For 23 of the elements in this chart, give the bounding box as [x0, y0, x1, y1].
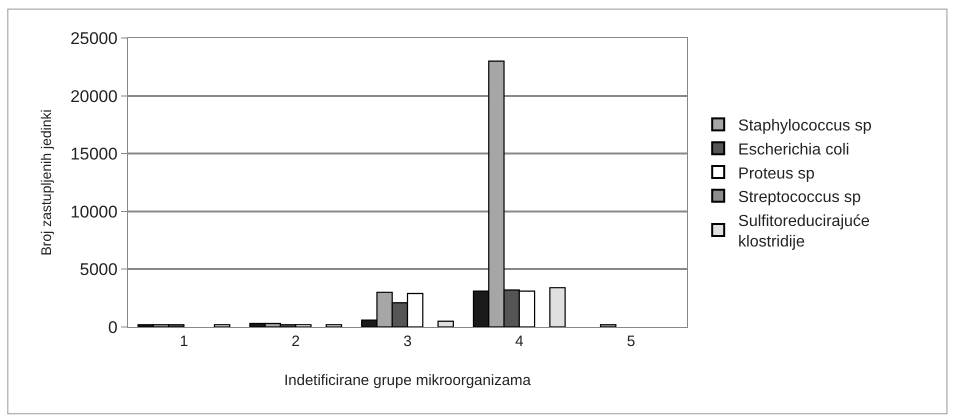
bar — [214, 324, 230, 327]
bar — [326, 324, 342, 327]
x-tick-label: 1 — [180, 333, 188, 350]
y-tick-label: 10000 — [70, 202, 118, 222]
x-tick-label: 4 — [515, 333, 524, 350]
y-axis-title: Broj zastupljenih jedinki — [38, 109, 54, 256]
bar — [549, 287, 566, 327]
legend-label: Staphylococcus sp — [738, 118, 872, 135]
x-tick-label: 5 — [626, 333, 636, 350]
legend-label: Sulfitoreducirajuće klostridije — [738, 212, 870, 251]
bar — [600, 324, 616, 327]
x-tick-label: 2 — [292, 333, 300, 350]
y-tick-label: 0 — [108, 318, 118, 337]
y-tick-label: 5000 — [80, 260, 118, 280]
x-axis-title: Indetificirane grupe mikroorganizama — [284, 372, 532, 389]
y-tick-label: 15000 — [70, 144, 118, 164]
bar — [437, 320, 454, 327]
legend-label: Streptococcus sp — [738, 189, 862, 206]
legend-label: Proteus sp — [738, 165, 815, 182]
y-tick-label: 20000 — [70, 86, 118, 106]
legend-label: Escherichia coli — [738, 141, 850, 158]
y-tick-label: 25000 — [70, 28, 118, 48]
x-tick-label: 3 — [403, 333, 412, 350]
